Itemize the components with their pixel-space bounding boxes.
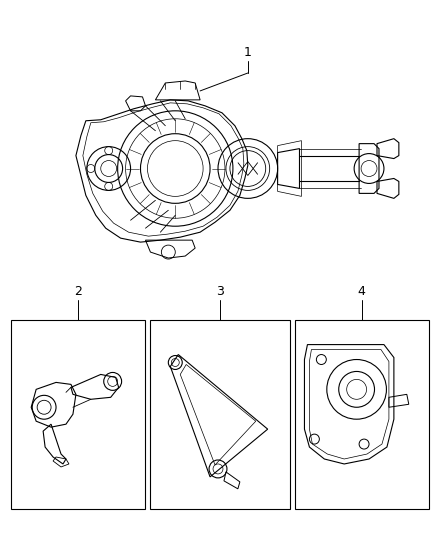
Text: 3: 3	[216, 285, 224, 298]
Bar	[294, 320, 429, 508]
Bar	[11, 320, 145, 508]
Text: 1: 1	[244, 46, 252, 59]
Bar	[150, 320, 290, 508]
Text: 4: 4	[358, 285, 366, 298]
Text: 2: 2	[74, 285, 82, 298]
